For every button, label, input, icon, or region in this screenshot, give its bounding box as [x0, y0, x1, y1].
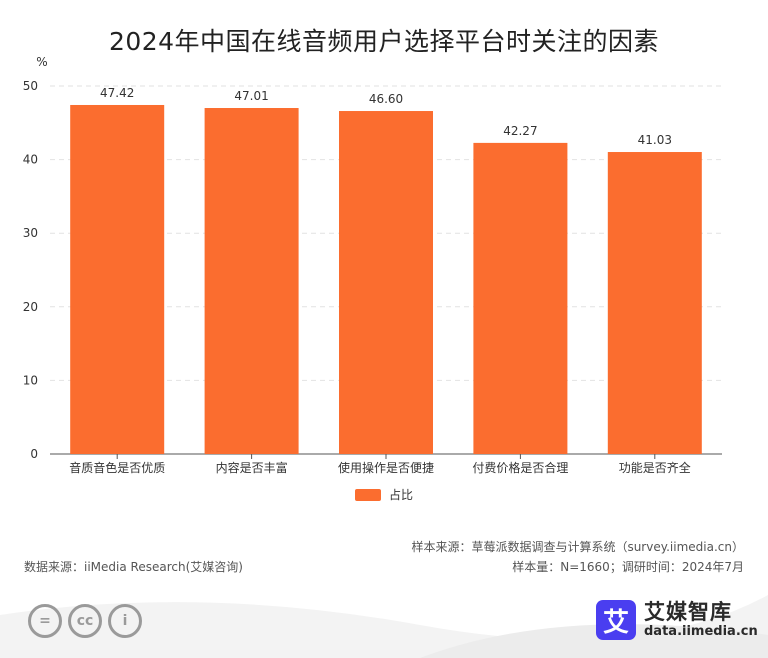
bar — [339, 111, 433, 455]
bar-chart: % 0 10 20 30 40 50 47.42 音质音色是否优质 47.01 内容是否丰富 46.6… — [23, 55, 722, 475]
y-axis-unit: % — [36, 55, 47, 69]
brand-logo: 艾 — [596, 600, 636, 640]
x-tick-label: 音质音色是否优质 — [69, 460, 165, 475]
x-tick-label: 功能是否齐全 — [619, 460, 691, 475]
legend: 占比 — [0, 486, 768, 503]
y-tick-label: 10 — [23, 373, 38, 387]
sample-info: 样本量：N=1660；调研时间：2024年7月 — [512, 560, 744, 574]
data-label: 47.01 — [234, 89, 268, 103]
data-label: 41.03 — [638, 133, 672, 147]
license-icons: = cc i — [28, 604, 142, 638]
sample-source: 样本来源：草莓派数据调查与计算系统（survey.iimedia.cn） — [411, 540, 744, 554]
bar — [204, 108, 299, 454]
chart-title: 2024年中国在线音频用户选择平台时关注的因素 — [108, 27, 660, 56]
y-tick-label: 0 — [30, 447, 38, 461]
y-tick-label: 50 — [23, 79, 38, 93]
data-label: 46.60 — [369, 92, 403, 106]
y-tick-label: 30 — [23, 226, 38, 240]
person-icon: i — [108, 604, 142, 638]
equals-icon: = — [28, 604, 62, 638]
brand-url: data.iimedia.cn — [644, 624, 758, 639]
x-tick-label: 使用操作是否便捷 — [338, 460, 434, 475]
data-source: 数据来源：iiMedia Research(艾媒咨询) — [24, 560, 243, 574]
x-tick-label: 内容是否丰富 — [216, 460, 288, 475]
data-label: 47.42 — [100, 86, 134, 100]
legend-swatch — [354, 488, 381, 501]
brand: 艾 艾媒智库 data.iimedia.cn — [596, 600, 758, 640]
cc-icon: cc — [68, 604, 102, 638]
brand-name: 艾媒智库 — [644, 600, 732, 624]
bar — [607, 152, 702, 454]
bar — [70, 104, 165, 454]
data-label: 42.27 — [503, 124, 537, 138]
y-tick-label: 20 — [23, 300, 38, 314]
legend-label: 占比 — [388, 488, 413, 502]
x-tick-label: 付费价格是否合理 — [472, 460, 568, 475]
y-tick-label: 40 — [23, 153, 38, 167]
bar — [473, 142, 568, 454]
footer-background — [0, 595, 768, 658]
